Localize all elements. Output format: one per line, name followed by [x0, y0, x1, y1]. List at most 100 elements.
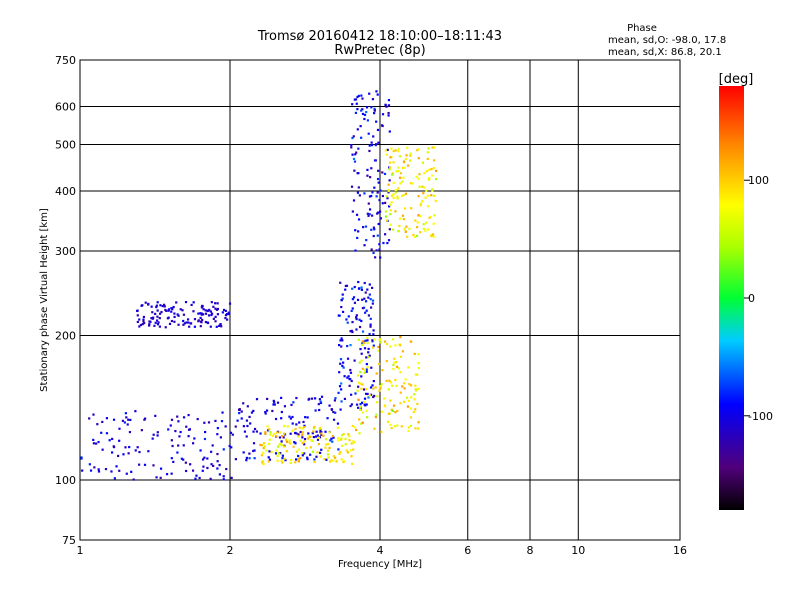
x-mode-point	[361, 421, 364, 424]
x-mode-point	[394, 344, 397, 347]
o-mode-point	[211, 444, 214, 447]
o-mode-point	[349, 371, 353, 374]
o-mode-point	[221, 411, 224, 414]
o-mode-point	[214, 320, 217, 323]
x-mode-point	[301, 441, 304, 445]
x-mode-point	[417, 177, 420, 180]
o-mode-point	[351, 320, 354, 324]
colorbar-ticks: 100 0 -100	[744, 174, 773, 423]
x-mode-point	[358, 381, 361, 384]
x-mode-point	[418, 173, 421, 176]
o-mode-point	[349, 404, 352, 408]
o-mode-point	[158, 325, 161, 328]
o-mode-point	[214, 419, 217, 423]
o-mode-point	[169, 424, 172, 427]
o-mode-point	[128, 430, 132, 434]
o-mode-point	[155, 304, 158, 307]
o-mode-point	[375, 120, 378, 123]
o-mode-point	[255, 398, 259, 401]
x-mode-point	[283, 424, 286, 428]
o-mode-point	[368, 293, 371, 296]
o-mode-point	[81, 469, 84, 472]
o-mode-point	[92, 413, 95, 416]
x-mode-point	[324, 438, 328, 441]
o-mode-point	[105, 417, 109, 420]
o-mode-point	[252, 449, 255, 453]
x-mode-point	[285, 440, 289, 443]
x-mode-point	[432, 167, 435, 170]
o-mode-point	[118, 469, 121, 472]
x-mode-point	[387, 189, 390, 193]
o-mode-point	[249, 422, 252, 425]
o-mode-point	[388, 228, 391, 231]
x-mode-point	[280, 444, 283, 447]
o-mode-point	[250, 411, 254, 414]
o-mode-point	[274, 452, 278, 455]
o-mode-point	[352, 296, 356, 299]
x-mode-point	[394, 378, 397, 382]
o-mode-point	[355, 317, 358, 321]
o-mode-point	[154, 312, 157, 316]
o-mode-point	[303, 437, 307, 441]
o-mode-point	[361, 307, 365, 310]
o-mode-point	[156, 434, 159, 437]
o-mode-point	[349, 343, 352, 347]
o-mode-point	[167, 316, 170, 319]
o-mode-point	[266, 429, 270, 432]
o-mode-point	[360, 286, 363, 289]
x-mode-point	[390, 147, 393, 150]
x-mode-point	[358, 418, 361, 421]
x-mode-point	[422, 186, 426, 189]
y-tick-label: 200	[55, 330, 76, 343]
x-mode-point	[423, 172, 426, 175]
o-mode-point	[218, 324, 221, 327]
o-mode-point	[372, 226, 375, 229]
x-mode-point	[262, 462, 265, 466]
x-mode-point	[402, 193, 405, 197]
x-mode-point	[289, 442, 292, 445]
o-mode-point	[364, 339, 367, 342]
o-mode-point	[365, 370, 368, 373]
o-mode-point	[196, 417, 199, 421]
o-mode-point	[330, 408, 334, 411]
o-mode-point	[319, 451, 322, 454]
o-mode-point	[357, 406, 360, 409]
o-mode-point	[371, 339, 374, 342]
o-mode-point	[144, 301, 147, 304]
x-mode-point	[384, 149, 387, 152]
o-mode-point	[330, 437, 333, 440]
o-mode-point	[245, 419, 249, 422]
o-mode-point	[341, 310, 345, 314]
x-mode-point	[392, 150, 395, 153]
o-mode-point	[354, 229, 357, 232]
o-mode-point	[289, 432, 292, 435]
x-mode-point	[317, 443, 321, 446]
x-mode-point	[418, 215, 422, 218]
x-mode-point	[284, 438, 288, 441]
o-mode-point	[297, 454, 300, 458]
o-mode-point	[138, 325, 141, 328]
o-mode-point	[371, 98, 375, 101]
x-mode-point	[434, 177, 438, 181]
o-mode-point	[358, 287, 361, 290]
o-mode-point	[332, 436, 335, 439]
o-mode-point	[354, 153, 357, 156]
o-mode-point	[104, 467, 108, 471]
o-mode-point	[173, 315, 176, 319]
x-mode-point	[417, 195, 420, 198]
x-mode-point	[366, 342, 369, 345]
o-mode-point	[315, 455, 318, 458]
o-mode-point	[382, 241, 385, 245]
o-mode-point	[245, 456, 248, 460]
x-mode-point	[394, 149, 397, 152]
x-mode-point	[273, 432, 276, 436]
o-mode-point	[340, 337, 343, 340]
o-mode-point	[340, 305, 343, 309]
x-mode-point	[357, 338, 360, 341]
x-mode-point	[414, 373, 417, 376]
o-mode-point	[306, 416, 309, 419]
x-mode-point	[334, 456, 337, 459]
o-mode-point	[383, 172, 387, 176]
x-mode-point	[389, 345, 392, 348]
